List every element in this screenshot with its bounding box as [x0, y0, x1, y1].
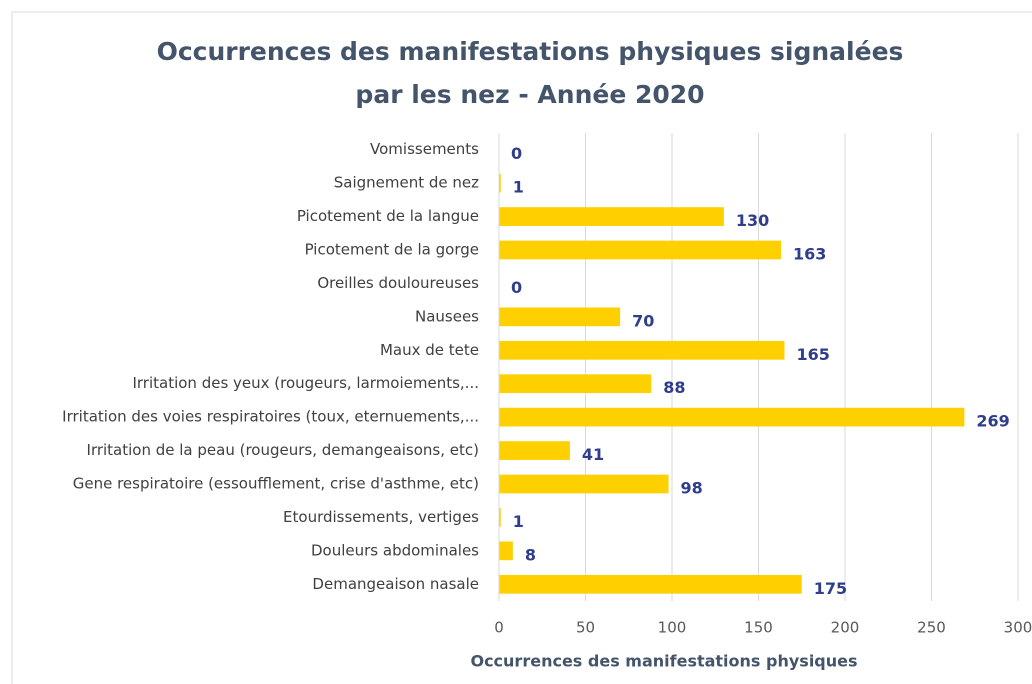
y-tick-label: Maux de tete — [380, 341, 479, 359]
value-label: 41 — [582, 445, 604, 464]
x-tick-label: 0 — [494, 619, 504, 637]
bar — [499, 374, 652, 394]
y-tick-label: Irritation de la peau (rougeurs, demange… — [87, 441, 479, 459]
y-tick-label: Picotement de la langue — [297, 207, 479, 225]
y-tick-label: Saignement de nez — [334, 174, 479, 192]
bar — [499, 508, 501, 527]
value-label: 70 — [632, 311, 654, 330]
value-label: 269 — [976, 412, 1009, 431]
chart-title: par les nez - Année 2020 — [355, 80, 704, 109]
bar — [499, 474, 669, 494]
y-tick-label: Douleurs abdominales — [311, 541, 479, 559]
x-tick-label: 150 — [744, 619, 773, 637]
bar — [499, 307, 621, 327]
bar — [499, 441, 570, 460]
y-tick-label: Demangeaison nasale — [312, 575, 479, 593]
y-tick-label: Picotement de la gorge — [305, 241, 479, 259]
bar — [499, 574, 802, 594]
chart-title: Occurrences des manifestations physiques… — [157, 37, 904, 66]
y-tick-label: Irritation des yeux (rougeurs, larmoieme… — [132, 374, 479, 392]
x-axis-title: Occurrences des manifestations physiques — [470, 652, 857, 671]
value-label: 88 — [663, 378, 685, 397]
bar — [499, 340, 785, 360]
bar — [499, 407, 965, 427]
value-label: 163 — [793, 245, 826, 264]
y-tick-label: Oreilles douloureuses — [317, 274, 479, 292]
bar — [499, 207, 724, 226]
y-tick-label: Etourdissements, vertiges — [283, 508, 479, 526]
y-tick-label: Irritation des voies respiratoires (toux… — [62, 408, 479, 426]
value-label: 130 — [736, 211, 769, 230]
x-tick-label: 100 — [658, 619, 687, 637]
x-tick-label: 250 — [917, 619, 946, 637]
y-tick-label: Vomissements — [370, 140, 479, 158]
x-tick-label: 300 — [1004, 619, 1032, 637]
value-label: 0 — [511, 278, 522, 297]
bar — [499, 173, 501, 193]
value-label: 1 — [513, 512, 524, 531]
value-label: 8 — [525, 545, 536, 564]
value-label: 165 — [796, 345, 829, 364]
x-tick-label: 50 — [576, 619, 595, 637]
y-tick-label: Nausees — [415, 307, 479, 325]
bar — [499, 541, 513, 561]
value-label: 175 — [814, 579, 847, 598]
value-label: 1 — [513, 178, 524, 197]
y-tick-label: Gene respiratoire (essoufflement, crise … — [73, 475, 479, 493]
x-tick-label: 200 — [831, 619, 860, 637]
value-label: 98 — [681, 479, 703, 498]
value-label: 0 — [511, 144, 522, 163]
bar — [499, 240, 781, 260]
